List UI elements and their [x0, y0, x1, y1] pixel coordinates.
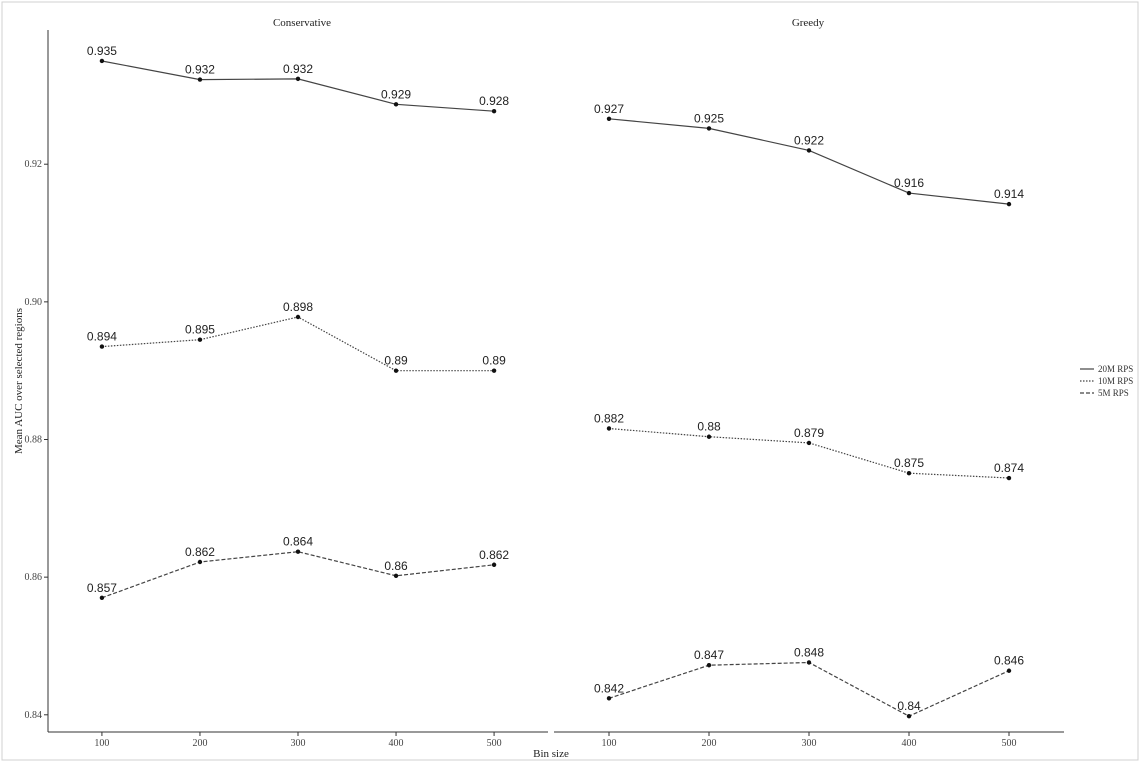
data-label: 0.848 — [794, 645, 824, 659]
y-tick-label: 0.86 — [25, 572, 43, 583]
data-label: 0.928 — [479, 94, 509, 108]
series-line — [608, 427, 1010, 479]
y-tick-label: 0.90 — [25, 297, 43, 308]
x-tick-label: 100 — [602, 738, 617, 749]
data-point — [197, 77, 203, 82]
data-label: 0.922 — [794, 133, 824, 147]
data-label: 0.927 — [594, 102, 624, 116]
data-label: 0.898 — [283, 300, 313, 314]
series-line — [101, 316, 495, 372]
data-label: 0.862 — [479, 548, 509, 562]
y-tick-label: 0.84 — [25, 710, 43, 721]
data-point — [393, 102, 399, 107]
data-point — [1006, 668, 1012, 673]
data-label: 0.842 — [594, 681, 624, 695]
data-point — [706, 126, 712, 131]
x-tick-label: 500 — [1002, 738, 1017, 749]
data-point — [806, 148, 812, 153]
series-line — [608, 661, 1010, 717]
data-point — [906, 713, 912, 719]
data-point — [99, 344, 105, 349]
data-label: 0.882 — [594, 411, 624, 425]
facet-title: Conservative — [273, 17, 331, 29]
data-point — [99, 58, 105, 64]
x-tick-label: 200 — [702, 738, 717, 749]
facet-title: Greedy — [792, 17, 825, 29]
data-point — [197, 559, 203, 565]
data-label: 0.874 — [994, 461, 1024, 475]
data-point — [295, 549, 301, 554]
data-label: 0.925 — [694, 111, 724, 125]
legend-label: 20M RPS — [1098, 364, 1133, 374]
data-label: 0.847 — [694, 648, 724, 662]
data-point — [491, 109, 497, 114]
data-label: 0.916 — [894, 176, 924, 190]
x-tick-label: 300 — [291, 738, 306, 749]
legend-label: 5M RPS — [1098, 388, 1129, 398]
data-label: 0.86 — [384, 559, 408, 573]
data-label: 0.914 — [994, 187, 1024, 201]
data-point — [295, 76, 301, 82]
data-label: 0.932 — [283, 62, 313, 76]
data-point — [491, 562, 497, 567]
x-tick-label: 300 — [802, 738, 817, 749]
y-tick-label: 0.92 — [25, 159, 43, 170]
data-point — [706, 434, 712, 439]
data-point — [806, 660, 812, 665]
x-tick-label: 400 — [389, 738, 404, 749]
data-point — [393, 368, 399, 373]
legend-label: 10M RPS — [1098, 376, 1133, 386]
data-point — [393, 573, 399, 578]
data-point — [606, 696, 612, 701]
data-point — [491, 368, 497, 373]
data-label: 0.857 — [87, 581, 117, 595]
data-point — [906, 471, 912, 476]
data-point — [706, 663, 712, 668]
data-label: 0.879 — [794, 426, 824, 440]
data-point — [806, 440, 812, 446]
data-label: 0.875 — [894, 456, 924, 470]
data-point — [606, 116, 612, 121]
data-label: 0.894 — [87, 330, 117, 344]
data-point — [1006, 475, 1012, 481]
data-point — [295, 314, 301, 320]
data-point — [99, 595, 105, 600]
data-label: 0.89 — [384, 354, 408, 368]
data-label: 0.929 — [381, 87, 411, 101]
x-tick-label: 400 — [902, 738, 917, 749]
data-label: 0.862 — [185, 545, 215, 559]
data-label: 0.846 — [994, 654, 1024, 668]
data-point — [606, 426, 612, 431]
series-line — [101, 551, 495, 599]
data-label: 0.89 — [482, 354, 506, 368]
data-label: 0.932 — [185, 63, 215, 77]
x-tick-label: 500 — [487, 738, 502, 749]
data-label: 0.88 — [697, 420, 721, 434]
y-tick-label: 0.88 — [25, 435, 43, 446]
data-point — [197, 337, 203, 342]
data-point — [906, 190, 912, 196]
data-label: 0.935 — [87, 44, 117, 58]
series-line — [608, 118, 1010, 205]
data-label: 0.864 — [283, 535, 313, 549]
y-axis-title: Mean AUC over selected regions — [13, 308, 25, 454]
data-point — [1006, 201, 1012, 207]
x-tick-label: 100 — [94, 738, 109, 749]
x-axis-title: Bin size — [533, 748, 569, 760]
x-tick-label: 200 — [192, 738, 207, 749]
data-label: 0.84 — [897, 699, 921, 713]
data-label: 0.895 — [185, 323, 215, 337]
